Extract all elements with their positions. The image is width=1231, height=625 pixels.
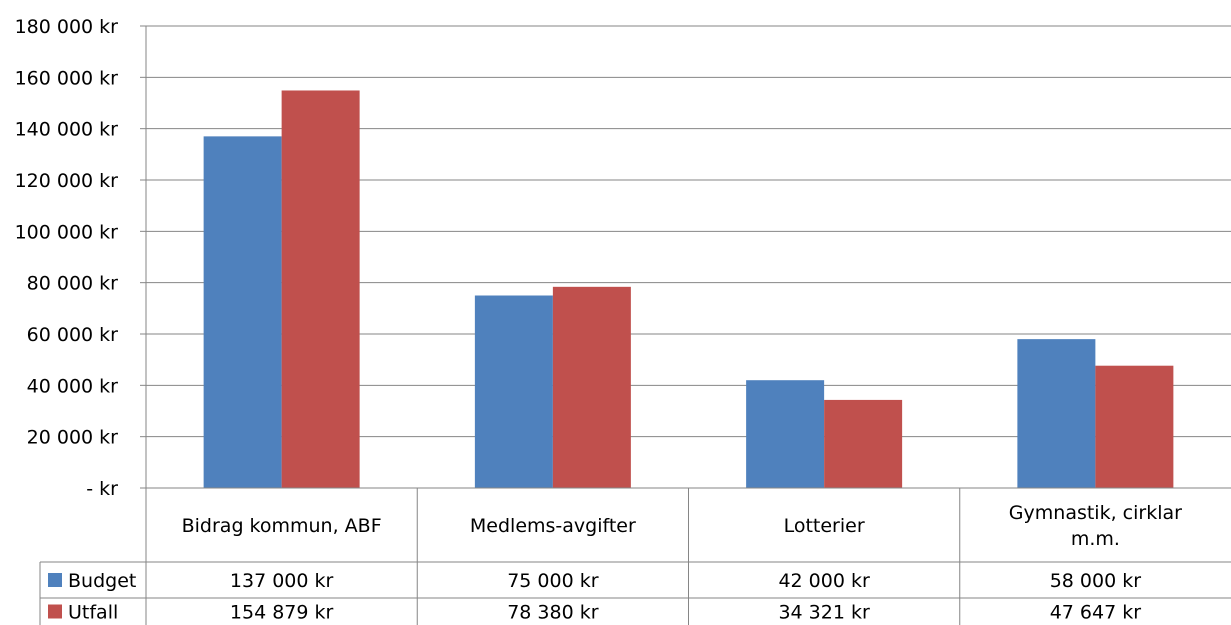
table-cell: 154 879 kr [230,602,334,624]
table-cell: 58 000 kr [1050,570,1142,592]
table-cell: 137 000 kr [230,570,334,592]
y-tick-label: 80 000 kr [27,273,119,295]
bar-budget [474,295,553,488]
bar-utfall [552,286,631,488]
y-tick-label: 40 000 kr [27,375,119,397]
table-cell: 34 321 kr [778,602,870,624]
table-cell: 78 380 kr [507,602,599,624]
category-label: Bidrag kommun, ABF [182,515,382,537]
table-cell: 42 000 kr [778,570,870,592]
y-tick-label: - kr [86,478,118,500]
y-tick-label: 180 000 kr [15,16,119,38]
y-tick-label: 160 000 kr [15,67,119,89]
y-tick-label: 60 000 kr [27,324,119,346]
y-tick-label: 140 000 kr [15,119,119,141]
category-label: Gymnastik, cirklar [1009,502,1182,524]
bars [203,90,1174,488]
bar-utfall [824,399,903,488]
legend-label: Utfall [68,602,118,624]
category-label: Lotterier [784,515,865,537]
bar-budget [203,136,282,488]
y-tick-label: 20 000 kr [27,427,119,449]
legend-label: Budget [68,570,136,592]
y-tick-label: 100 000 kr [15,221,119,243]
table-cell: 47 647 kr [1050,602,1142,624]
y-tick-label: 120 000 kr [15,170,119,192]
table-cell: 75 000 kr [507,570,599,592]
category-label: Medlems-avgifter [470,515,636,537]
data-table: Bidrag kommun, ABF Medlems-avgifter Lotter… [39,487,1231,625]
legend-swatch-utfall [48,604,62,619]
bar-utfall [281,90,360,488]
category-label: m.m. [1071,528,1120,550]
y-axis: - kr 20 000 kr 40 000 kr 60 000 kr 80 000 kr… [15,16,147,500]
bar-utfall [1095,365,1174,488]
bar-budget [1017,339,1096,488]
bar-budget [746,380,825,488]
legend-swatch-budget [48,573,62,587]
